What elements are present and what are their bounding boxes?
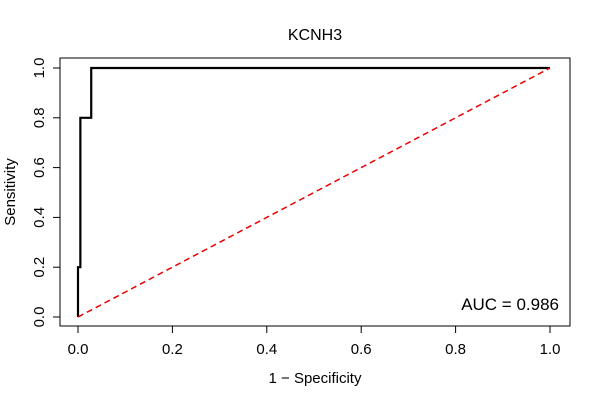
- y-tick-label: 0.2: [31, 257, 48, 278]
- x-axis-label: 1 − Specificity: [269, 370, 362, 387]
- y-tick-label: 0.4: [31, 207, 48, 228]
- x-tick-label: 0.8: [445, 341, 466, 358]
- x-tick-label: 0.6: [351, 341, 372, 358]
- x-tick-label: 0.4: [256, 341, 277, 358]
- x-tick-label: 0.2: [162, 341, 183, 358]
- series-layer: [76, 66, 551, 318]
- y-axis-label: Sensitivity: [2, 158, 19, 226]
- auc-annotation: AUC = 0.986: [461, 295, 559, 314]
- y-tick-label: 0.8: [31, 107, 48, 128]
- y-tick-label: 1.0: [31, 58, 48, 79]
- x-tick-label: 0.0: [68, 341, 89, 358]
- y-axis: 0.0 0.2 0.4 0.6 0.8 1.0: [31, 58, 60, 328]
- chart-title: KCNH3: [288, 27, 342, 44]
- roc-curve-line: [76, 66, 550, 317]
- plot-frame: [59, 57, 571, 327]
- x-tick-label: 1.0: [540, 341, 561, 358]
- y-tick-label: 0.6: [31, 157, 48, 178]
- y-tick-label: 0.0: [31, 307, 48, 328]
- reference-diagonal-line: [77, 67, 551, 318]
- x-axis: 0.0 0.2 0.4 0.6 0.8 1.0: [68, 326, 561, 358]
